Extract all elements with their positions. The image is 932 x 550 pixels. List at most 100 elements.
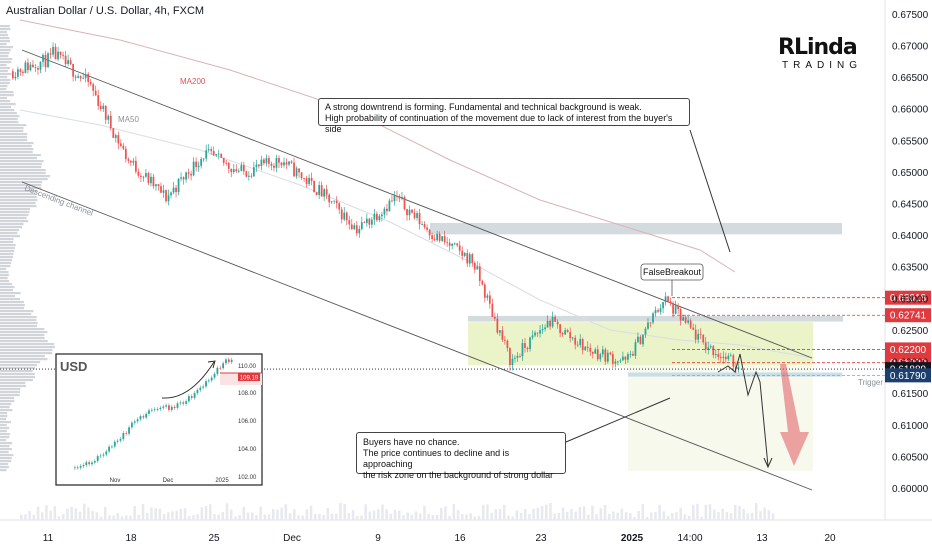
inset-candle-body xyxy=(102,454,105,456)
candle-body xyxy=(310,177,313,182)
inset-candle-body xyxy=(125,432,128,434)
volume-profile-bar xyxy=(0,430,7,433)
candle xyxy=(606,349,609,364)
candle xyxy=(687,316,690,325)
candle xyxy=(242,161,245,176)
candle xyxy=(195,157,198,172)
volume-profile-bar xyxy=(0,343,55,346)
volume-bar xyxy=(389,513,393,520)
candle xyxy=(526,346,529,353)
candle xyxy=(546,315,549,328)
candle xyxy=(411,208,413,214)
volume-bar xyxy=(641,504,645,520)
candle xyxy=(285,158,288,169)
inset-candle-body xyxy=(210,377,213,381)
volume-profile-bar xyxy=(0,109,15,112)
candle-body xyxy=(180,177,182,179)
candle xyxy=(132,158,135,166)
volume-bar xyxy=(322,514,325,520)
candle xyxy=(345,211,348,226)
candle-body xyxy=(77,76,80,78)
volume-profile-bar xyxy=(0,169,46,172)
candle-body xyxy=(629,353,632,355)
x-tick-label: 18 xyxy=(125,533,137,544)
candle xyxy=(629,350,632,358)
inset-x-tick: Dec xyxy=(163,478,174,484)
time-axis[interactable]: 11 18 25 Dec 9 16 23 2025 14:00 13 20 xyxy=(43,533,836,544)
volume-profile-bar xyxy=(0,277,8,280)
volume-bar xyxy=(578,506,582,520)
volume-bar xyxy=(221,511,225,520)
candle xyxy=(654,306,657,317)
x-tick-label: 9 xyxy=(375,533,381,544)
candle-body xyxy=(441,236,444,241)
inset-candle-body xyxy=(170,406,173,410)
volume-profile-bar xyxy=(0,85,8,88)
candle-body xyxy=(421,224,423,225)
volume-profile-bar xyxy=(0,379,33,382)
chart-title: Australian Dollar / U.S. Dollar, 4h, FXC… xyxy=(6,5,205,17)
volume-profile-bar xyxy=(0,46,14,49)
candle-body xyxy=(393,195,396,202)
y-tick-label: 0.66000 xyxy=(892,105,929,116)
candle xyxy=(556,319,559,329)
volume-profile-bar xyxy=(0,424,7,427)
candle-body xyxy=(697,333,700,340)
y-tick-label: 0.64500 xyxy=(892,200,929,211)
y-tick-label: 0.67500 xyxy=(892,10,929,21)
inset-trend-arrowhead xyxy=(207,360,216,369)
candle xyxy=(707,341,710,355)
candle-body xyxy=(263,159,265,164)
candle-body xyxy=(654,310,657,314)
candle-body xyxy=(275,158,278,168)
candle-body xyxy=(140,175,142,177)
inset-candle-body xyxy=(76,467,79,469)
volume-bar xyxy=(427,514,430,520)
candle xyxy=(388,198,391,212)
candle-body xyxy=(104,105,107,120)
candle xyxy=(333,200,336,204)
candle-body xyxy=(649,322,652,324)
volume-profile-bar xyxy=(0,34,8,37)
volume-bar xyxy=(242,506,246,520)
volume-bar xyxy=(284,504,288,520)
candle xyxy=(29,61,32,72)
candle-body xyxy=(94,90,97,96)
volume-profile-bar xyxy=(0,25,10,28)
candle-body xyxy=(335,200,338,204)
volume-profile-bar xyxy=(0,55,9,58)
inset-y-tick: 108.00 xyxy=(238,391,257,397)
volume-profile-bar xyxy=(0,160,44,163)
logo-text-bottom: TRADING xyxy=(782,60,862,71)
candle xyxy=(127,157,130,164)
inset-candle-body xyxy=(168,405,170,410)
candle xyxy=(478,262,481,287)
inset-candle-body xyxy=(205,381,207,387)
volume-bar xyxy=(32,514,36,520)
x-tick-label: 13 xyxy=(756,533,768,544)
price-axis[interactable]: 0.67500 0.67000 0.66500 0.66000 0.65500 0.650… xyxy=(892,10,929,495)
candle-body xyxy=(54,46,57,60)
candle-body xyxy=(350,224,353,230)
candle-body xyxy=(411,209,413,213)
candle-body xyxy=(172,187,175,193)
volume-profile-bar xyxy=(0,265,11,268)
volume-profile-bar xyxy=(0,61,12,64)
candle xyxy=(353,222,356,230)
candle-body xyxy=(124,148,127,160)
inset-candle-body xyxy=(131,422,133,428)
candle-body xyxy=(345,212,348,221)
candle-body xyxy=(340,209,343,220)
volume-bar xyxy=(154,508,157,520)
volume-profile-bar xyxy=(0,202,36,205)
inset-candle-body xyxy=(196,390,199,394)
volume-bar xyxy=(78,511,82,520)
candle-body xyxy=(62,54,64,56)
candle xyxy=(431,232,433,243)
candle xyxy=(378,214,381,223)
candle xyxy=(293,157,295,177)
candle xyxy=(157,184,160,191)
volume-profile-bar xyxy=(0,247,15,250)
candle-body xyxy=(295,168,298,177)
